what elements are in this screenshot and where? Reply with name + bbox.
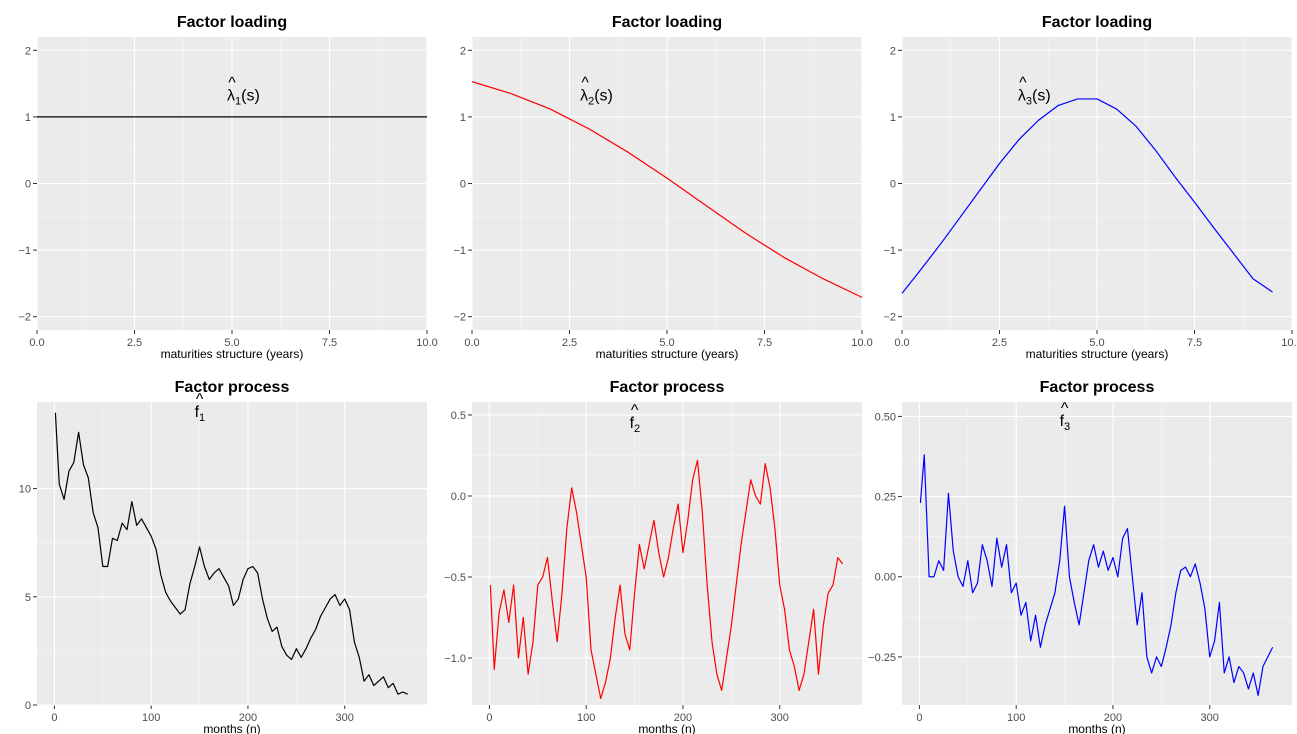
y-tick-label: 1 [460, 112, 466, 124]
x-tick-label: 5.0 [224, 337, 239, 349]
x-tick-label: 10.0 [416, 337, 437, 349]
y-tick-label: 0 [25, 179, 31, 191]
y-tick-label: 0.00 [875, 572, 896, 584]
x-tick-label: 7.5 [322, 337, 337, 349]
chart-panel: 0.0 2.5 5.0 7.5 10.0 −2 −1 0 1 2 Factor loading mat… [883, 14, 1297, 361]
y-tick-label: −2 [883, 312, 896, 324]
annotation-hat: ^ [631, 402, 639, 419]
annotation-hat: ^ [228, 74, 236, 91]
y-tick-label: 0.5 [451, 410, 466, 422]
y-tick-label: 0 [25, 700, 31, 712]
annotation-hat: ^ [581, 74, 589, 91]
x-axis-label: months (n) [1068, 722, 1125, 734]
y-tick-label: 2 [25, 45, 31, 57]
x-tick-label: 300 [336, 712, 354, 724]
series-line [901, 98, 1273, 294]
annotation-hat: ^ [196, 391, 204, 408]
chart-panel: 0.0 2.5 5.0 7.5 10.0 −2 −1 0 1 2 Factor loading mat… [453, 14, 872, 361]
y-tick-label: 0 [890, 179, 896, 191]
y-tick-label: 0 [460, 179, 466, 191]
plot-background [472, 402, 862, 705]
y-tick-label: 5 [25, 592, 31, 604]
series-annotation: f2 [630, 415, 641, 435]
series-line [919, 454, 1274, 696]
plot-background [37, 402, 427, 705]
series-annotation: λ3(s) [1018, 87, 1051, 107]
series-line [471, 81, 863, 298]
chart-panel: 0.0 2.5 5.0 7.5 10.0 −2 −1 0 1 2 Factor loading mat… [18, 14, 437, 361]
x-tick-label: 300 [1201, 712, 1219, 724]
panel-title: Factor process [610, 379, 725, 396]
y-tick-label: −0.25 [868, 652, 896, 664]
x-tick-label: 0 [51, 712, 57, 724]
x-tick-label: 100 [142, 712, 160, 724]
x-tick-label: 7.5 [1187, 337, 1202, 349]
x-tick-label: 2.5 [992, 337, 1007, 349]
x-axis-label: maturities structure (years) [596, 347, 739, 361]
x-axis-label: maturities structure (years) [1026, 347, 1169, 361]
panel-title: Factor loading [612, 14, 722, 31]
series-line [489, 459, 844, 700]
annotation-hat: ^ [1061, 400, 1069, 417]
x-tick-label: 0.0 [894, 337, 909, 349]
y-tick-label: −1 [453, 245, 466, 257]
x-tick-label: 0 [916, 712, 922, 724]
x-axis-label: maturities structure (years) [161, 347, 304, 361]
x-tick-label: 7.5 [757, 337, 772, 349]
y-tick-label: −1 [18, 245, 31, 257]
series-annotation: λ2(s) [580, 87, 613, 107]
y-tick-label: 0.25 [875, 492, 896, 504]
y-tick-label: −2 [453, 312, 466, 324]
chart-panel: 0 100 200 300 −1.0 −0.5 0.0 0.5 Factor process mo… [444, 379, 862, 734]
x-tick-label: 100 [1007, 712, 1025, 724]
x-axis-label: months (n) [638, 722, 695, 734]
y-tick-label: 1 [25, 112, 31, 124]
y-tick-label: 2 [460, 45, 466, 57]
panel-title: Factor loading [177, 14, 287, 31]
x-tick-label: 5.0 [1089, 337, 1104, 349]
y-tick-label: −0.5 [444, 572, 466, 584]
series-annotation: f3 [1060, 413, 1071, 433]
y-tick-label: 10 [19, 484, 31, 496]
chart-panel: 0 100 200 300 0 5 10 Factor process months (n) ^f… [19, 379, 427, 734]
y-tick-label: −1 [883, 245, 896, 257]
series-annotation: λ1(s) [227, 87, 260, 107]
y-tick-label: 2 [890, 45, 896, 57]
x-tick-label: 10.0 [1281, 337, 1297, 349]
panel-title: Factor loading [1042, 14, 1152, 31]
x-tick-label: 300 [771, 712, 789, 724]
y-tick-label: −2 [18, 312, 31, 324]
x-tick-label: 2.5 [127, 337, 142, 349]
annotation-hat: ^ [1019, 74, 1027, 91]
x-tick-label: 0.0 [464, 337, 479, 349]
series-annotation: f1 [195, 404, 206, 424]
x-tick-label: 0 [486, 712, 492, 724]
x-tick-label: 5.0 [659, 337, 674, 349]
panel-title: Factor process [175, 379, 290, 396]
panel-title: Factor process [1040, 379, 1155, 396]
x-tick-label: 200 [1104, 712, 1122, 724]
y-tick-label: 0.0 [451, 491, 466, 503]
series-line [54, 412, 408, 695]
plot-background [902, 402, 1292, 705]
y-tick-label: 0.50 [875, 411, 896, 423]
y-tick-label: 1 [890, 112, 896, 124]
x-tick-label: 200 [239, 712, 257, 724]
x-axis-label: months (n) [203, 722, 260, 734]
y-tick-label: −1.0 [444, 653, 466, 665]
x-tick-label: 0.0 [29, 337, 44, 349]
x-tick-label: 10.0 [851, 337, 872, 349]
x-tick-label: 100 [577, 712, 595, 724]
x-tick-label: 200 [674, 712, 692, 724]
chart-panel: 0 100 200 300 −0.25 0.00 0.25 0.50 Factor proces… [868, 379, 1292, 734]
x-tick-label: 2.5 [562, 337, 577, 349]
